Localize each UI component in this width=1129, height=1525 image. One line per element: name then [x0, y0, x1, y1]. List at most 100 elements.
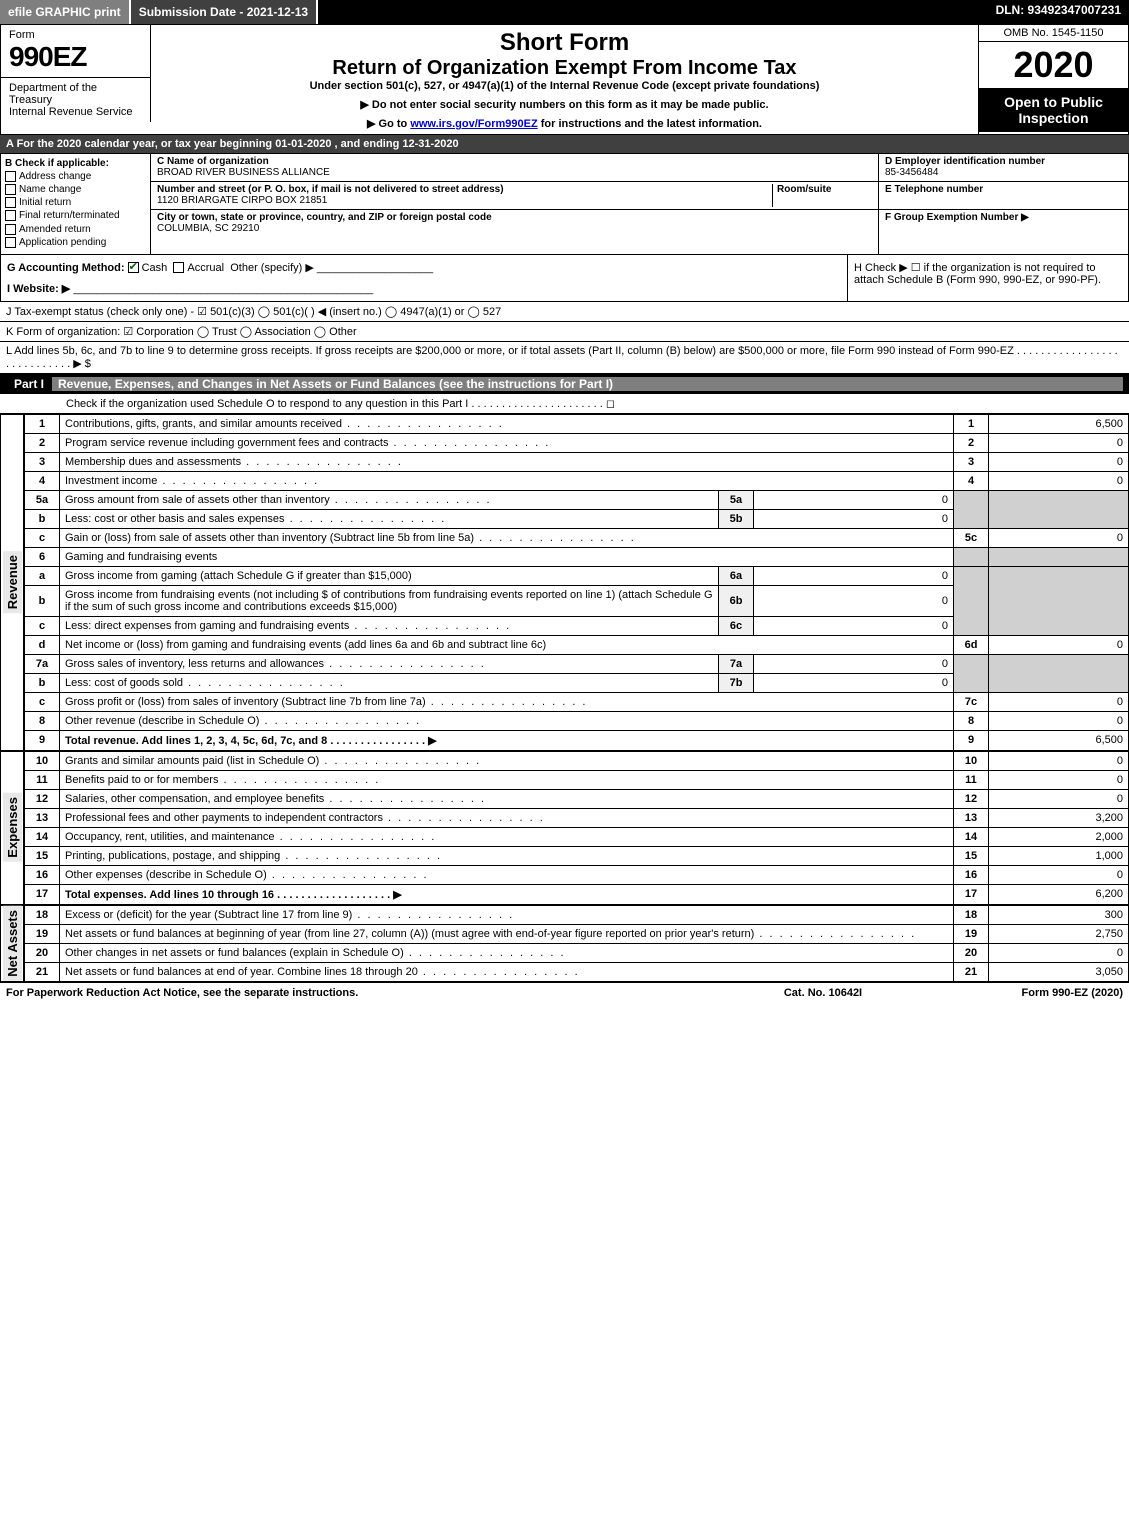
line-3: 3Membership dues and assessments30 [25, 452, 1129, 471]
net-assets-side-label: Net Assets [3, 906, 22, 981]
under-section-text: Under section 501(c), 527, or 4947(a)(1)… [159, 80, 970, 92]
website-label: I Website: ▶ [7, 283, 70, 295]
ein-label: D Employer identification number [885, 156, 1122, 167]
tax-year: 2020 [979, 42, 1128, 88]
line-20: 20Other changes in net assets or fund ba… [25, 943, 1129, 962]
line-2: 2Program service revenue including gover… [25, 433, 1129, 452]
revenue-table: 1Contributions, gifts, grants, and simil… [24, 414, 1129, 751]
k-text: K Form of organization: ☑ Corporation ◯ … [6, 325, 357, 338]
ssn-warning: ▶ Do not enter social security numbers o… [159, 98, 970, 111]
page-footer: For Paperwork Reduction Act Notice, see … [0, 982, 1129, 1003]
form-footer-id: Form 990-EZ (2020) [923, 987, 1123, 999]
line-7a: 7aGross sales of inventory, less returns… [25, 654, 1129, 673]
short-form-title: Short Form [159, 29, 970, 57]
section-bcdef: B Check if applicable: Address change Na… [0, 153, 1129, 255]
omb-number: OMB No. 1545-1150 [979, 25, 1128, 42]
chk-final-return[interactable]: Final return/terminated [5, 210, 146, 221]
line-6a: aGross income from gaming (attach Schedu… [25, 566, 1129, 585]
expenses-table: 10Grants and similar amounts paid (list … [24, 751, 1129, 905]
line-14: 14Occupancy, rent, utilities, and mainte… [25, 827, 1129, 846]
part-1-header: Part I Revenue, Expenses, and Changes in… [0, 374, 1129, 394]
form-of-organization: K Form of organization: ☑ Corporation ◯ … [0, 322, 1129, 342]
line-12: 12Salaries, other compensation, and empl… [25, 789, 1129, 808]
chk-application-pending[interactable]: Application pending [5, 237, 146, 248]
g-label: G Accounting Method: [7, 262, 125, 274]
revenue-section: Revenue 1Contributions, gifts, grants, a… [0, 414, 1129, 751]
chk-accrual[interactable] [173, 262, 184, 273]
line-10: 10Grants and similar amounts paid (list … [25, 751, 1129, 770]
chk-address-change[interactable]: Address change [5, 171, 146, 182]
line-9: 9Total revenue. Add lines 1, 2, 3, 4, 5c… [25, 730, 1129, 750]
l-text: L Add lines 5b, 6c, and 7b to line 9 to … [6, 345, 1123, 370]
schedule-o-check: Check if the organization used Schedule … [6, 397, 615, 410]
line-8: 8Other revenue (describe in Schedule O)8… [25, 711, 1129, 730]
irs-link[interactable]: www.irs.gov/Form990EZ [410, 118, 537, 130]
gross-receipts-note: L Add lines 5b, 6c, and 7b to line 9 to … [0, 342, 1129, 374]
line-15: 15Printing, publications, postage, and s… [25, 846, 1129, 865]
line-19: 19Net assets or fund balances at beginni… [25, 924, 1129, 943]
room-suite-label: Room/suite [777, 184, 872, 195]
omb-year-box: OMB No. 1545-1150 2020 Open to Public In… [978, 25, 1128, 134]
net-assets-side-label-cell: Net Assets [0, 905, 24, 982]
form-number: 990EZ [9, 41, 142, 73]
chk-initial-return[interactable]: Initial return [5, 197, 146, 208]
top-bar: efile GRAPHIC print Submission Date - 20… [0, 0, 1129, 24]
org-name-value: BROAD RIVER BUSINESS ALLIANCE [157, 167, 872, 178]
org-city-label: City or town, state or province, country… [157, 212, 872, 223]
column-c-org-info: C Name of organization BROAD RIVER BUSIN… [151, 154, 878, 254]
line-11: 11Benefits paid to or for members110 [25, 770, 1129, 789]
submission-date: Submission Date - 2021-12-13 [131, 0, 318, 24]
ein-value: 85-3456484 [885, 167, 1122, 178]
org-name-row: C Name of organization BROAD RIVER BUSIN… [151, 154, 878, 182]
telephone-row: E Telephone number [879, 182, 1128, 210]
chk-cash[interactable] [128, 262, 139, 273]
open-to-public: Open to Public Inspection [979, 88, 1128, 132]
org-city-value: COLUMBIA, SC 29210 [157, 223, 872, 234]
chk-name-change[interactable]: Name change [5, 184, 146, 195]
org-addr-label: Number and street (or P. O. box, if mail… [157, 184, 772, 195]
title-box: Short Form Return of Organization Exempt… [151, 25, 978, 134]
line-16: 16Other expenses (describe in Schedule O… [25, 865, 1129, 884]
row-a-tax-year: A For the 2020 calendar year, or tax yea… [0, 135, 1129, 153]
telephone-label: E Telephone number [885, 184, 1122, 195]
schedule-b-check: H Check ▶ ☐ if the organization is not r… [848, 255, 1128, 301]
line-21: 21Net assets or fund balances at end of … [25, 962, 1129, 981]
revenue-side-label-cell: Revenue [0, 414, 24, 751]
group-exemption-label: F Group Exemption Number ▶ [885, 212, 1122, 223]
goto-pre: ▶ Go to [367, 118, 410, 130]
long-form-title: Return of Organization Exempt From Incom… [159, 57, 970, 80]
cat-number: Cat. No. 10642I [723, 987, 923, 999]
topbar-spacer [318, 0, 987, 24]
line-4: 4Investment income40 [25, 471, 1129, 490]
tax-exempt-status: J Tax-exempt status (check only one) - ☑… [0, 302, 1129, 322]
dln-number: DLN: 93492347007231 [988, 0, 1129, 24]
form-word: Form [9, 29, 142, 41]
org-name-label: C Name of organization [157, 156, 872, 167]
accounting-method: G Accounting Method: Cash Accrual Other … [1, 255, 848, 301]
org-city-row: City or town, state or province, country… [151, 210, 878, 238]
line-7c: cGross profit or (loss) from sales of in… [25, 692, 1129, 711]
line-6: 6Gaming and fundraising events [25, 547, 1129, 566]
part-1-number: Part I [6, 377, 52, 391]
line-6d: dNet income or (loss) from gaming and fu… [25, 635, 1129, 654]
chk-amended-return[interactable]: Amended return [5, 224, 146, 235]
dept-line-2: Internal Revenue Service [9, 106, 142, 118]
j-text: J Tax-exempt status (check only one) - ☑… [6, 305, 501, 318]
line-1: 1Contributions, gifts, grants, and simil… [25, 414, 1129, 433]
line-5c: cGain or (loss) from sale of assets othe… [25, 528, 1129, 547]
line-13: 13Professional fees and other payments t… [25, 808, 1129, 827]
line-18: 18Excess or (deficit) for the year (Subt… [25, 905, 1129, 924]
org-addr-row: Number and street (or P. O. box, if mail… [151, 182, 878, 210]
efile-print-button[interactable]: efile GRAPHIC print [0, 0, 131, 24]
column-def: D Employer identification number 85-3456… [878, 154, 1128, 254]
goto-link-line: ▶ Go to www.irs.gov/Form990EZ for instru… [159, 117, 970, 130]
expenses-side-label-cell: Expenses [0, 751, 24, 905]
part-1-title: Revenue, Expenses, and Changes in Net As… [52, 377, 1123, 391]
line-17: 17Total expenses. Add lines 10 through 1… [25, 884, 1129, 904]
expenses-side-label: Expenses [3, 793, 22, 862]
line-5a: 5aGross amount from sale of assets other… [25, 490, 1129, 509]
paperwork-notice: For Paperwork Reduction Act Notice, see … [6, 987, 723, 999]
goto-post: for instructions and the latest informat… [538, 118, 762, 130]
ein-row: D Employer identification number 85-3456… [879, 154, 1128, 182]
org-addr-value: 1120 BRIARGATE CIRPO Box 21851 [157, 195, 772, 206]
